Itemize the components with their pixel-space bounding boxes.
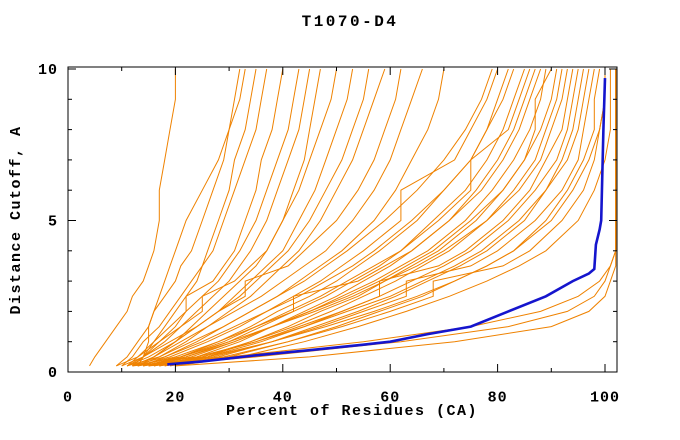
model-curve xyxy=(159,69,606,367)
y-axis-label: Distance Cutoff, A xyxy=(8,125,25,314)
model-curve xyxy=(126,68,370,367)
model-curve xyxy=(164,68,552,367)
model-curve xyxy=(126,68,311,367)
model-curve xyxy=(132,68,284,367)
model-curve xyxy=(175,69,611,367)
x-tick-label: 20 xyxy=(165,390,185,407)
tick-label-layer: 0 20 40 60 80 100 0 5 10 xyxy=(38,62,620,407)
model-curve xyxy=(159,68,536,367)
model-curve xyxy=(132,68,423,367)
model-curve xyxy=(159,68,574,367)
model-curve xyxy=(143,69,606,367)
axes-layer xyxy=(67,66,618,373)
model-curve xyxy=(116,68,337,367)
y-tick-label: 0 xyxy=(48,365,58,382)
model-curve xyxy=(143,68,531,367)
model-curve xyxy=(132,68,568,367)
model-curve xyxy=(137,68,246,367)
model-curve xyxy=(175,69,617,367)
model-curve xyxy=(132,68,515,367)
model-curve xyxy=(137,68,386,367)
x-tick-label: 80 xyxy=(488,390,508,407)
model-curve xyxy=(137,68,542,367)
y-tick-label: 10 xyxy=(38,62,58,79)
model-curve xyxy=(164,68,584,367)
model-curve xyxy=(143,68,558,367)
y-tick-label: 5 xyxy=(48,214,58,231)
x-axis-label: Percent of Residues (CA) xyxy=(226,403,478,420)
model-curve xyxy=(126,68,493,367)
model-curve xyxy=(148,69,617,367)
x-tick-label: 40 xyxy=(273,390,293,407)
highlight-curve xyxy=(167,78,607,366)
chart-title: T1070-D4 xyxy=(302,13,399,31)
x-tick-label: 100 xyxy=(590,390,620,407)
model-curve xyxy=(137,68,499,367)
plot-frame xyxy=(67,66,618,373)
model-curve xyxy=(126,68,300,367)
model-curve xyxy=(153,68,563,367)
model-curve xyxy=(137,68,590,367)
model-curve xyxy=(115,68,241,367)
model-curve xyxy=(89,69,176,367)
model-curve xyxy=(121,68,268,367)
series-layer xyxy=(89,68,617,367)
model-curve xyxy=(143,68,445,367)
x-tick-label: 60 xyxy=(380,390,400,407)
x-tick-label: 0 xyxy=(63,390,73,407)
model-curve xyxy=(148,68,579,367)
model-curve xyxy=(153,68,525,367)
model-curve xyxy=(121,68,402,367)
model-curve xyxy=(137,68,321,367)
